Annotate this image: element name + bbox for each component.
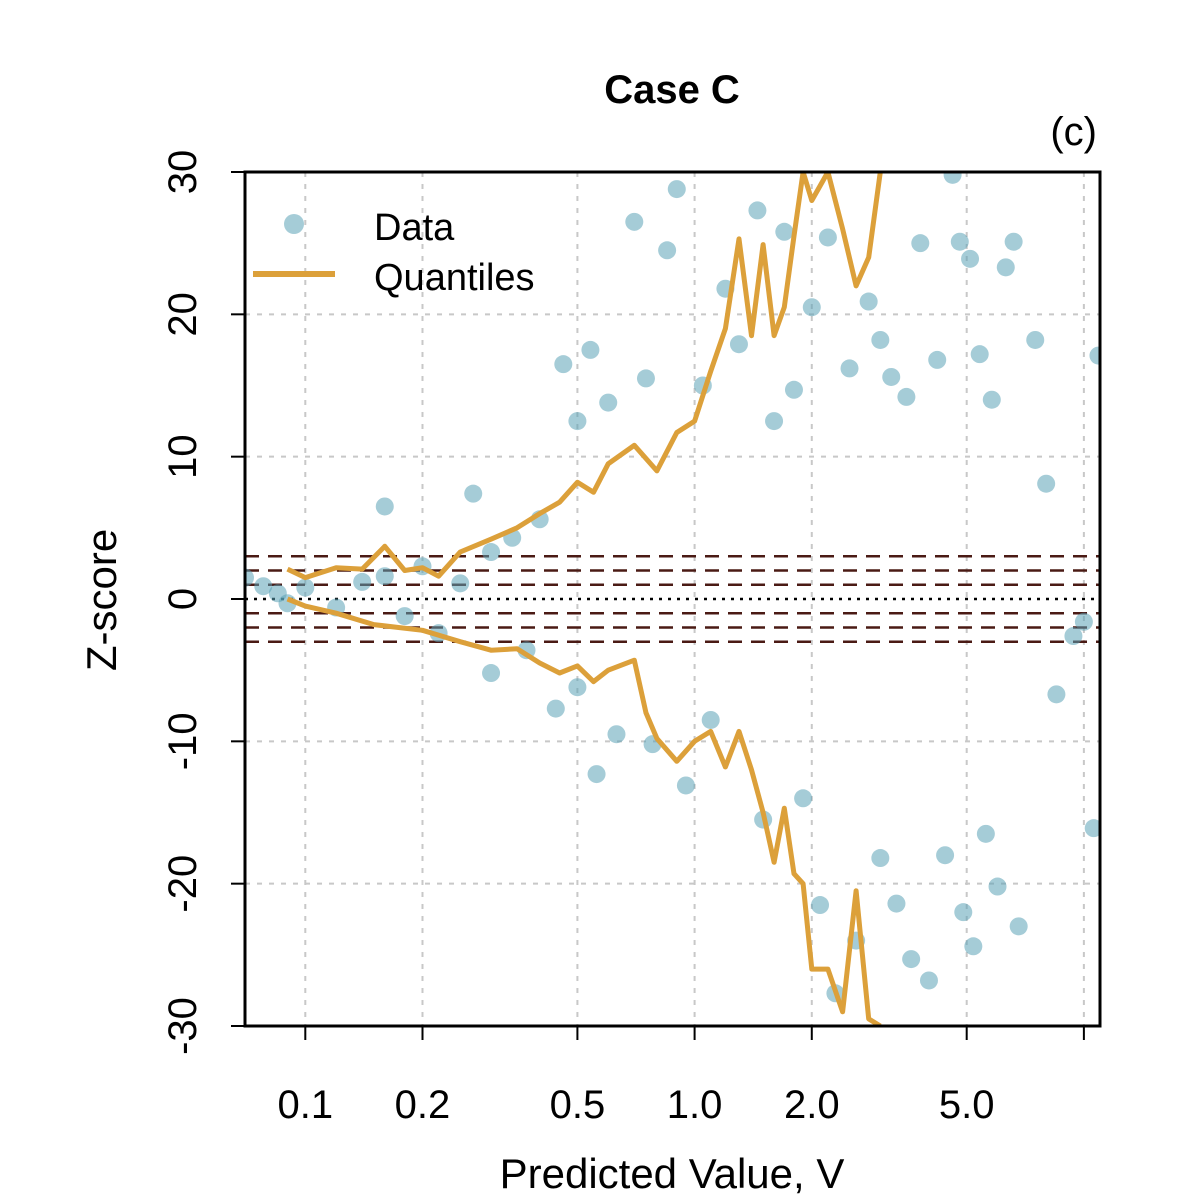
data-point: [943, 172, 962, 184]
data-point: [587, 765, 606, 784]
data-point: [784, 380, 803, 399]
data-point: [818, 228, 837, 247]
data-point: [897, 387, 916, 406]
data-point: [988, 877, 1007, 896]
data-point: [936, 846, 955, 865]
data-point: [729, 335, 748, 354]
data-point: [970, 345, 989, 364]
data-point: [1037, 474, 1056, 493]
data-point: [954, 903, 973, 922]
data-point: [871, 330, 890, 349]
data-point: [395, 607, 414, 626]
x-tick-label: 1.0: [667, 1083, 723, 1127]
data-point: [625, 212, 644, 231]
data-point: [1047, 685, 1066, 704]
data-point: [353, 572, 372, 591]
x-tick-label: 5.0: [939, 1083, 995, 1127]
data-point: [1026, 330, 1045, 349]
data-point: [451, 574, 470, 593]
data-point: [765, 412, 784, 431]
x-tick-label: 0.5: [550, 1083, 606, 1127]
quantile-lines: [286, 172, 883, 1026]
data-point: [375, 567, 394, 586]
data-point: [871, 849, 890, 868]
data-point: [964, 937, 983, 956]
data-point: [546, 699, 565, 718]
legend-label-data: Data: [374, 207, 455, 249]
panel-label: (c): [1050, 110, 1097, 154]
data-point: [811, 896, 830, 915]
data-point: [554, 355, 573, 374]
y-tick-label: -30: [161, 997, 205, 1055]
quantile-lower-line: [286, 596, 882, 1026]
data-point: [1004, 232, 1023, 251]
data-point: [482, 664, 501, 683]
data-point: [919, 971, 938, 990]
data-point: [636, 369, 655, 388]
data-point: [607, 725, 626, 744]
data-point: [701, 710, 720, 729]
y-axis-label: Z-score: [78, 529, 125, 671]
data-point: [667, 180, 686, 199]
y-tick-label: 0: [161, 588, 205, 610]
data-point: [245, 568, 254, 587]
data-point: [976, 824, 995, 843]
data-point: [859, 292, 878, 311]
data-point: [296, 578, 315, 597]
y-tick-label: 20: [161, 292, 205, 337]
data-point: [887, 894, 906, 913]
data-point: [464, 484, 483, 503]
data-point: [1084, 819, 1100, 838]
data-point: [1089, 346, 1100, 365]
y-axis: -30 -20 -10 0 10 20 30: [161, 150, 245, 1055]
x-axis-label: Predicted Value, V: [500, 1150, 845, 1197]
data-point: [482, 543, 501, 562]
x-axis: 0.1 0.2 0.5 1.0 2.0 5.0: [277, 1026, 1085, 1127]
x-tick-label: 2.0: [784, 1083, 840, 1127]
legend-point-marker: [284, 214, 304, 234]
data-point: [375, 497, 394, 516]
data-point: [1064, 627, 1083, 646]
data-points: [245, 172, 1100, 1003]
y-tick-label: 10: [161, 434, 205, 479]
data-point: [882, 367, 901, 386]
data-point: [950, 232, 969, 251]
data-point: [1074, 612, 1093, 631]
legend: Data Quantiles: [253, 207, 535, 299]
data-point: [982, 390, 1001, 409]
data-point: [775, 222, 794, 241]
quantile-upper-line: [286, 172, 883, 581]
data-point: [996, 258, 1015, 277]
data-point: [802, 298, 821, 317]
data-point: [961, 249, 980, 268]
reference-lines: [245, 555, 1100, 643]
data-point: [568, 678, 587, 697]
data-point: [658, 241, 677, 260]
y-tick-label: 30: [161, 150, 205, 195]
data-point: [581, 340, 600, 359]
data-point: [840, 359, 859, 378]
y-tick-label: -10: [161, 712, 205, 770]
chart-title: Case C: [604, 68, 740, 112]
data-point: [748, 201, 767, 220]
data-point: [902, 950, 921, 969]
y-tick-label: -20: [161, 855, 205, 913]
x-tick-label: 0.1: [277, 1083, 333, 1127]
data-point: [1009, 917, 1028, 936]
data-point: [599, 393, 618, 412]
data-point: [676, 776, 695, 795]
grid-lines: [245, 172, 1100, 1026]
x-tick-label: 0.2: [395, 1083, 451, 1127]
data-point: [911, 234, 930, 253]
data-point: [794, 789, 813, 808]
legend-label-quantiles: Quantiles: [374, 257, 535, 299]
data-point: [928, 350, 947, 369]
data-point: [568, 412, 587, 431]
data-point: [254, 577, 273, 596]
